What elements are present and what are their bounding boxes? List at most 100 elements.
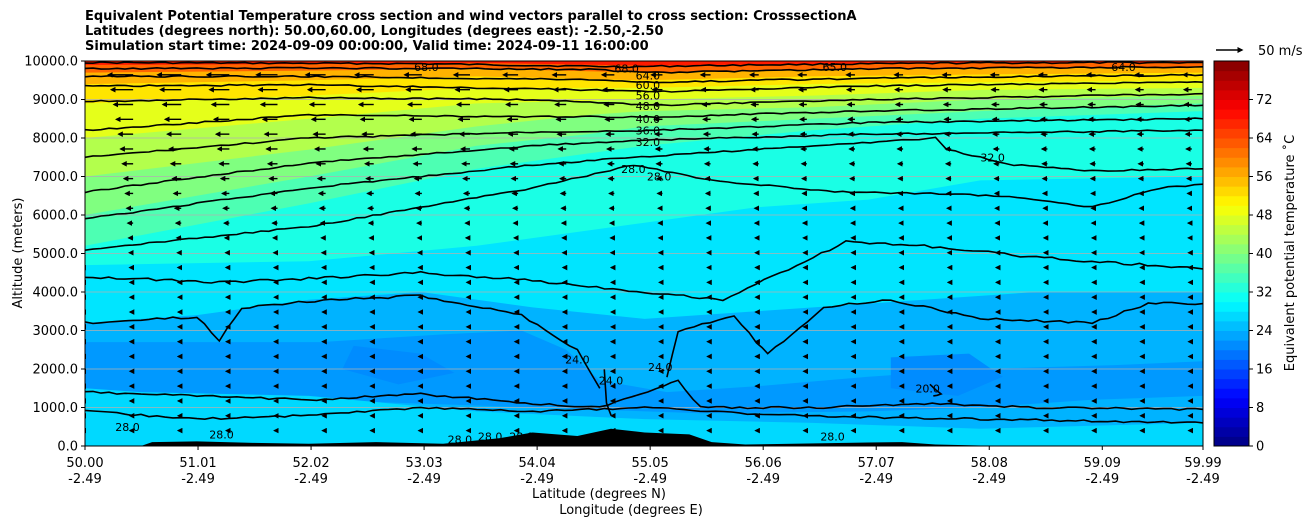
x-axis: 50.00-2.4951.01-2.4952.02-2.4953.03-2.49… bbox=[66, 446, 1222, 487]
x-tick-label: 55.05 bbox=[632, 456, 669, 471]
contour-label: 64.0 bbox=[636, 70, 661, 83]
colorbar-swatch bbox=[1214, 243, 1249, 254]
colorbar-swatch bbox=[1214, 330, 1249, 341]
x-tick-label-2: -2.49 bbox=[1085, 472, 1119, 487]
contour-upper-0 bbox=[85, 61, 1203, 69]
colorbar-swatch bbox=[1214, 282, 1249, 293]
contour-label: 28.0 bbox=[509, 430, 534, 443]
x-tick-label-2: -2.49 bbox=[746, 472, 780, 487]
contour-label: 32.0 bbox=[980, 151, 1005, 164]
colorbar-tick-label: 16 bbox=[1256, 363, 1273, 378]
contour-label: 28.0 bbox=[115, 421, 140, 434]
colorbar-swatch bbox=[1214, 388, 1249, 399]
x-tick-label-2: -2.49 bbox=[520, 472, 554, 487]
contour-26-lower bbox=[85, 406, 1203, 424]
title-line-3: Simulation start time: 2024-09-09 00:00:… bbox=[85, 39, 649, 54]
field-band-27 bbox=[85, 388, 1203, 446]
y-tick-label: 9000.0 bbox=[33, 93, 79, 108]
colorbar-swatch bbox=[1214, 378, 1249, 389]
y-axis-label: Altitude (meters) bbox=[11, 198, 26, 309]
contour-labels: 68.0 68.064.060.056.048.040.036.032.028.0… bbox=[115, 61, 1136, 447]
colorbar-tick-label: 48 bbox=[1256, 209, 1273, 224]
colorbar-swatch bbox=[1214, 128, 1249, 139]
colorbar-swatch bbox=[1214, 176, 1249, 187]
x-tick-label: 59.09 bbox=[1084, 456, 1121, 471]
x-tick-label-2: -2.49 bbox=[633, 472, 667, 487]
contour-24-right bbox=[666, 299, 1203, 378]
contour-label: 28.0 bbox=[478, 430, 503, 443]
y-tick-label: 8000.0 bbox=[33, 132, 79, 147]
contour-label: 28.0 bbox=[621, 163, 646, 176]
y-tick-label: 7000.0 bbox=[33, 170, 79, 185]
colorbar-swatch bbox=[1214, 195, 1249, 206]
colorbar-tick-label: 8 bbox=[1256, 401, 1264, 416]
colorbar-swatch bbox=[1214, 138, 1249, 149]
y-tick-label: 3000.0 bbox=[33, 324, 79, 339]
colorbar-swatch bbox=[1214, 349, 1249, 360]
colorbar-tick-label: 72 bbox=[1256, 93, 1273, 108]
colorbar-swatch bbox=[1214, 234, 1249, 245]
contour-label: 28.0 bbox=[820, 430, 845, 443]
contour-upper-1 bbox=[85, 65, 1203, 74]
contour-label: 24.0 bbox=[599, 375, 624, 388]
field-band-68 bbox=[85, 61, 1203, 66]
y-tick-label: 0.0 bbox=[57, 440, 78, 455]
colorbar-swatch bbox=[1214, 263, 1249, 274]
x-tick-label-2: -2.49 bbox=[972, 472, 1006, 487]
chart-title: Equivalent Potential Temperature cross s… bbox=[85, 9, 857, 54]
contour-label: 48.0 bbox=[636, 100, 661, 113]
x-tick-label-2: -2.49 bbox=[1186, 472, 1220, 487]
contour-label: 24.0 bbox=[648, 361, 673, 374]
x-tick-label-2: -2.49 bbox=[68, 472, 102, 487]
colorbar-swatch bbox=[1214, 61, 1249, 72]
contour-label: 68.0 bbox=[614, 63, 639, 76]
x-tick-label: 58.08 bbox=[971, 456, 1008, 471]
colorbar-swatch bbox=[1214, 311, 1249, 322]
colorbar-swatch bbox=[1214, 224, 1249, 235]
contour-label: 64.0 bbox=[1111, 61, 1136, 74]
colorbar-tick-label: 0 bbox=[1256, 440, 1264, 455]
colorbar: 0 8 16 24 32 40 48 56 64 72 bbox=[1213, 60, 1273, 455]
y-tick-label: 6000.0 bbox=[33, 209, 79, 224]
colorbar-swatch bbox=[1214, 186, 1249, 197]
colorbar-swatch bbox=[1214, 89, 1249, 100]
colorbar-swatch bbox=[1214, 369, 1249, 380]
colorbar-swatch bbox=[1214, 166, 1249, 177]
quiver-key-label: 50 m/s bbox=[1258, 44, 1303, 59]
contour-label: 28.0 bbox=[209, 428, 234, 441]
contour-label: 32.0 bbox=[636, 136, 661, 149]
quiver-key: 50 m/s bbox=[1216, 44, 1303, 59]
colorbar-swatch bbox=[1214, 417, 1249, 428]
colorbar-label: Equivalent potential temperature ˚C bbox=[1282, 135, 1298, 371]
y-tick-label: 5000.0 bbox=[33, 247, 79, 262]
title-line-2: Latitudes (degrees north): 50.00,60.00, … bbox=[85, 24, 664, 39]
colorbar-swatch bbox=[1214, 253, 1249, 264]
colorbar-swatch bbox=[1214, 80, 1249, 91]
contour-upper-7 bbox=[85, 129, 1203, 194]
title-line-1: Equivalent Potential Temperature cross s… bbox=[85, 9, 857, 24]
y-tick-label: 10000.0 bbox=[24, 55, 78, 70]
contour-upper-4 bbox=[85, 92, 1203, 107]
colorbar-swatch bbox=[1214, 340, 1249, 351]
x-tick-label: 57.07 bbox=[858, 456, 895, 471]
contour-label: 40.0 bbox=[636, 113, 661, 126]
contour-24-lower bbox=[85, 379, 1203, 411]
x-axis-label: Latitude (degrees N) bbox=[532, 487, 666, 502]
colorbar-tick-label: 56 bbox=[1256, 170, 1273, 185]
contour-label: 36.0 bbox=[636, 124, 661, 137]
colorbar-swatch bbox=[1214, 215, 1249, 226]
x-tick-label: 51.01 bbox=[179, 456, 216, 471]
contour-upper-5 bbox=[85, 104, 1203, 132]
terrain bbox=[141, 428, 1003, 446]
contour-28 bbox=[85, 239, 1203, 302]
colorbar-swatch bbox=[1214, 397, 1249, 408]
contour-label: 24.0 bbox=[565, 353, 590, 366]
x-tick-label-2: -2.49 bbox=[294, 472, 328, 487]
contour-label: 65.0 bbox=[823, 61, 848, 74]
colorbar-swatch bbox=[1214, 407, 1249, 418]
y-tick-label: 1000.0 bbox=[33, 401, 79, 416]
x-tick-label: 50.00 bbox=[66, 456, 103, 471]
colorbar-swatch bbox=[1214, 157, 1249, 168]
terrain-silhouette bbox=[141, 428, 1003, 446]
